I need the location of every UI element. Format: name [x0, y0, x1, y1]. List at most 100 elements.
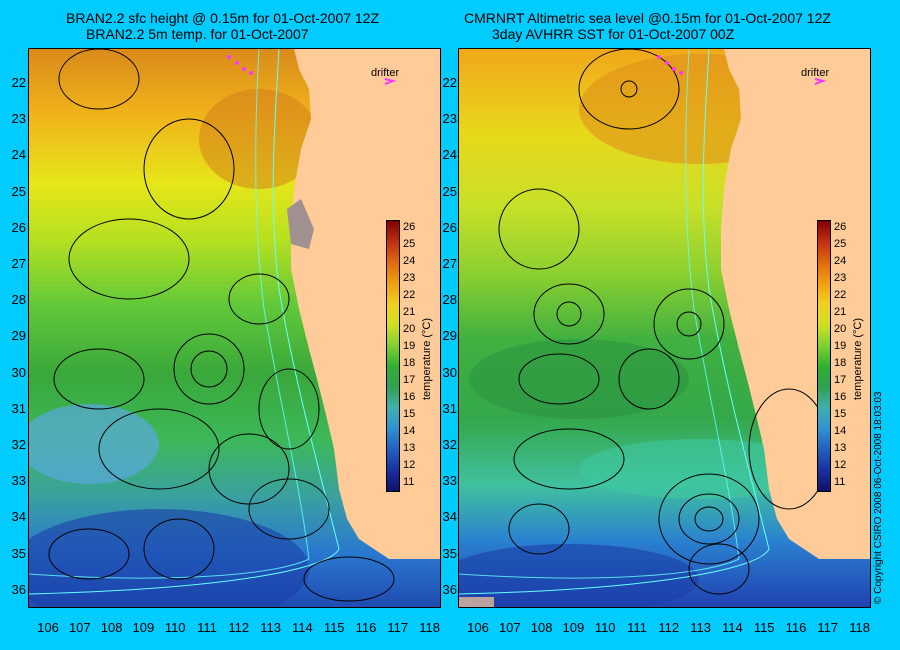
latitude-label: 26	[11, 219, 26, 235]
colorbar-tick: 19	[834, 340, 847, 352]
longitude-label: 112	[228, 620, 250, 635]
colorbar-tick: 23	[834, 272, 847, 284]
latitude-label: 33	[11, 473, 26, 489]
right-colorbar-title: temperature (°C)	[852, 317, 864, 400]
latitude-label: 27	[442, 256, 457, 271]
colorbar-tick: 16	[834, 391, 847, 403]
left-drifter-label: drifter	[371, 67, 400, 79]
latitude-label: 33	[442, 473, 457, 489]
longitude-label: 117	[387, 620, 409, 635]
copyright-notice: © Copyright CSIRO 2008 06-Oct-2008 18:03…	[873, 391, 884, 605]
longitude-label: 116	[785, 620, 807, 635]
colorbar-tick: 22	[403, 289, 416, 301]
colorbar-tick: 12	[403, 459, 416, 471]
longitude-label: 117	[817, 620, 839, 635]
longitude-label: 118	[849, 620, 870, 635]
colorbar-tick: 24	[834, 255, 847, 267]
sea-level-contours	[498, 49, 830, 595]
left-title-line1: BRAN2.2 sfc height @ 0.15m for 01-Oct-20…	[66, 10, 380, 26]
colorbar-tick: 17	[834, 374, 847, 386]
longitude-label: 113	[260, 620, 281, 635]
longitude-label: 111	[197, 620, 217, 635]
latitude-label: 30	[442, 364, 457, 380]
left-map	[29, 49, 440, 607]
latitude-label: 25	[11, 183, 26, 199]
longitude-label: 106	[467, 620, 489, 635]
latitude-label: 35	[11, 545, 26, 561]
longitude-label: 109	[132, 620, 155, 635]
longitude-label: 110	[164, 620, 186, 635]
latitude-label: 36	[11, 581, 26, 597]
latitude-label: 24	[442, 147, 457, 163]
latitude-label: 31	[11, 400, 26, 416]
latitude-label: 23	[11, 111, 26, 127]
colorbar-tick: 25	[403, 238, 416, 250]
longitude-label: 107	[68, 620, 91, 635]
colorbar-tick: 11	[834, 476, 846, 488]
bathymetry-contour	[29, 49, 340, 595]
drifter-legend-icon	[384, 78, 397, 85]
longitude-label: 115	[323, 620, 345, 635]
latitude-label: 36	[442, 581, 457, 597]
longitude-label: 106	[37, 620, 59, 635]
right-title-line1: CMRNRT Altimetric sea level @0.15m for 0…	[464, 10, 831, 26]
latitude-label: 24	[11, 147, 26, 163]
colorbar-tick: 19	[403, 340, 416, 352]
longitude-label: 118	[419, 620, 440, 635]
latitude-label: 35	[442, 545, 457, 561]
latitude-label: 34	[442, 509, 457, 525]
colorbar-tick: 16	[403, 391, 416, 403]
colorbar-tick: 21	[834, 306, 847, 318]
colorbar-tick: 21	[403, 306, 416, 318]
right-map-panel: drifter	[458, 48, 871, 608]
colorbar-tick: 26	[834, 221, 847, 233]
longitude-label: 108	[100, 620, 123, 635]
latitude-label: 31	[442, 400, 457, 416]
sea-height-contours	[48, 49, 395, 602]
longitude-label: 109	[562, 620, 585, 635]
left-map-panel: drifter	[28, 48, 441, 608]
colorbar-tick: 11	[403, 476, 415, 488]
latitude-label: 30	[11, 364, 26, 380]
right-map	[459, 49, 870, 607]
colorbar-tick: 13	[834, 442, 847, 454]
drifter-track	[657, 55, 683, 75]
latitude-label: 29	[11, 328, 26, 344]
latitude-label: 28	[442, 292, 457, 308]
colorbar-tick: 12	[834, 459, 847, 471]
colorbar-tick: 20	[834, 323, 847, 335]
bathymetry-contour	[459, 49, 770, 595]
australia-land	[721, 49, 870, 559]
latitude-label: 32	[11, 437, 26, 452]
longitude-label: 112	[658, 620, 680, 635]
longitude-label: 110	[594, 620, 616, 635]
latitude-label: 27	[11, 256, 26, 271]
colorbar-tick: 18	[403, 357, 416, 369]
longitude-label: 116	[355, 620, 377, 635]
colorbar-tick: 24	[403, 255, 416, 267]
colorbar-tick: 22	[834, 289, 847, 301]
colorbar-tick: 18	[834, 357, 847, 369]
left-title-line2: BRAN2.2 5m temp. for 01-Oct-2007	[86, 26, 309, 42]
longitude-label: 114	[292, 620, 313, 635]
colorbar-tick: 14	[834, 425, 847, 437]
right-drifter-label: drifter	[801, 67, 830, 79]
longitude-label: 115	[753, 620, 775, 635]
colorbar-tick: 13	[403, 442, 416, 454]
longitude-label: 114	[722, 620, 743, 635]
colorbar-tick: 23	[403, 272, 416, 284]
latitude-label: 25	[442, 183, 457, 199]
drifter-track	[227, 55, 253, 75]
latitude-label: 34	[11, 509, 26, 525]
latitude-label: 32	[442, 437, 457, 452]
colorbar-tick: 20	[403, 323, 416, 335]
latitude-label: 23	[442, 111, 457, 127]
drifter-legend-icon	[814, 78, 827, 85]
right-title-line2: 3day AVHRR SST for 01-Oct-2007 00Z	[492, 26, 735, 42]
colorbar-tick: 15	[834, 408, 847, 420]
longitude-label: 111	[627, 620, 647, 635]
latitude-label: 22	[11, 75, 26, 90]
colorbar-tick: 14	[403, 425, 416, 437]
latitude-label: 28	[11, 292, 26, 308]
longitude-label: 108	[530, 620, 553, 635]
